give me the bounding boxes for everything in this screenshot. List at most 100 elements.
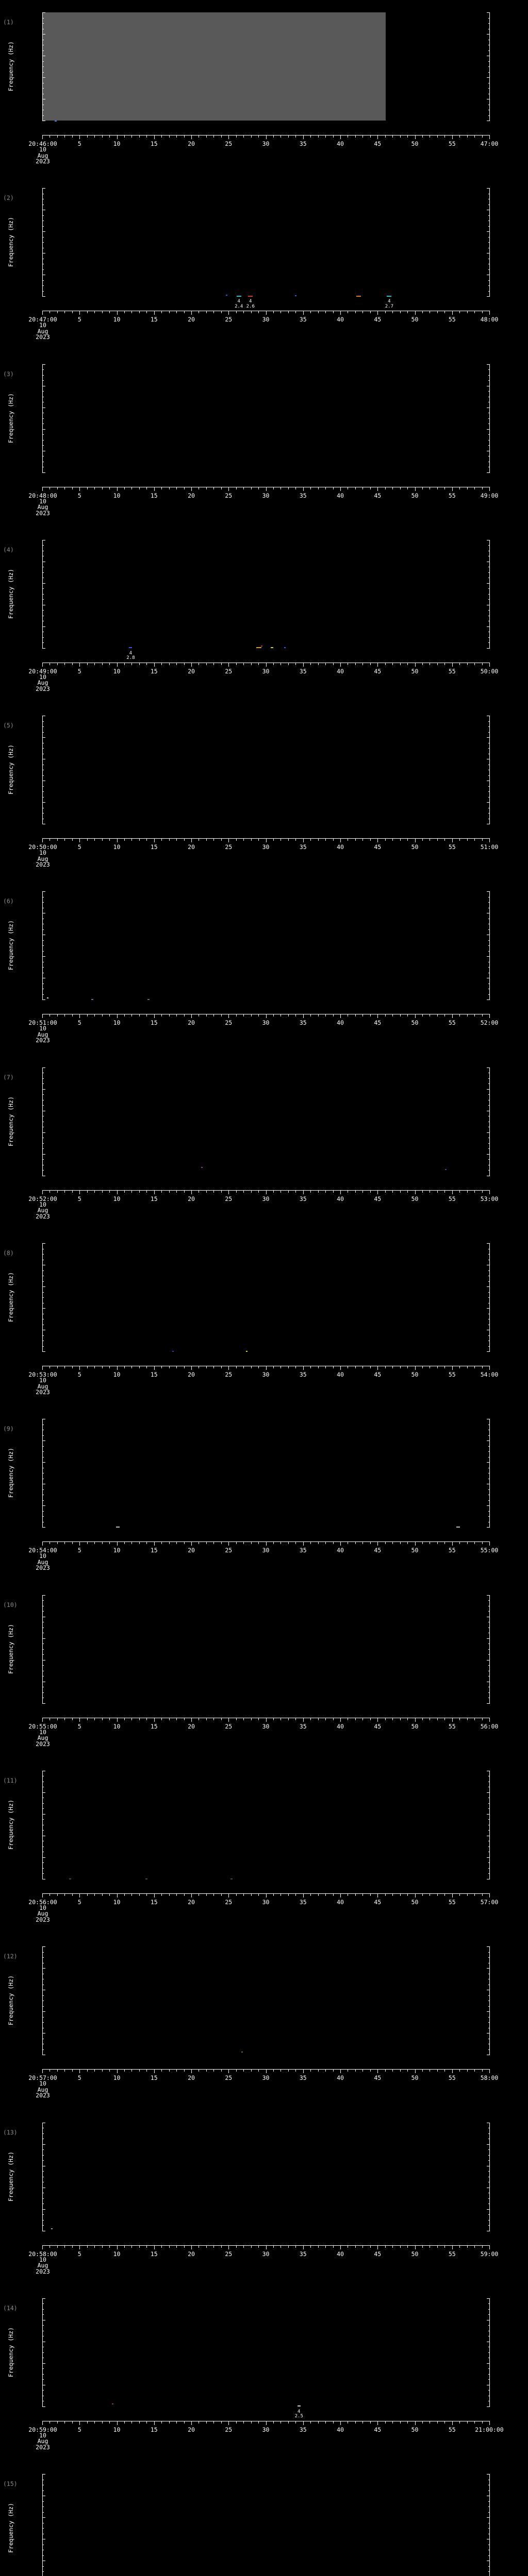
detection-marker (111, 2403, 113, 2404)
x-tick (139, 1717, 140, 1720)
y-tick (487, 1638, 490, 1639)
y-tick (42, 1857, 45, 1858)
x-tick (444, 838, 446, 841)
x-tick (72, 135, 73, 138)
x-tick (377, 1893, 378, 1897)
x-tick (236, 1717, 237, 1720)
x-tick (146, 1717, 147, 1720)
x-tick (131, 486, 133, 489)
x-tick (444, 1366, 446, 1369)
x-tick (310, 2245, 311, 2248)
y-tick-label: 0 (0, 2403, 36, 2410)
x-tick-label: 5 (77, 1371, 81, 1379)
x-tick (392, 1541, 393, 1545)
x-tick (385, 838, 386, 841)
x-tick (124, 1190, 125, 1193)
x-tick (325, 486, 326, 489)
x-tick (325, 1893, 326, 1896)
y-tick-label: 400 (0, 1305, 36, 1312)
x-tick (303, 1014, 304, 1019)
x-tick (422, 838, 423, 841)
x-tick (392, 486, 393, 489)
x-tick (482, 1190, 483, 1193)
y-tick (488, 23, 490, 24)
x-tick-label: 30 (262, 2426, 270, 2433)
x-tick (184, 1366, 185, 1369)
spectrogram-panel: (5)Frequency (Hz)02004006008001000510152… (0, 703, 528, 879)
x-tick (139, 486, 140, 489)
y-tick (488, 1873, 490, 1874)
x-tick (422, 311, 423, 314)
x-tick (117, 1893, 118, 1897)
x-axis (42, 2245, 490, 2249)
y-tick (488, 1862, 490, 1863)
y-tick (42, 2490, 44, 2491)
x-tick (64, 311, 65, 314)
x-tick-label: 50 (411, 2250, 419, 2258)
x-tick (258, 2069, 259, 2072)
x-tick (87, 1366, 88, 1369)
x-tick (474, 838, 475, 841)
detection-marker (260, 646, 262, 647)
x-tick (251, 1541, 252, 1545)
x-tick (161, 1014, 162, 1017)
x-tick (251, 1717, 252, 1720)
x-tick (437, 1893, 438, 1896)
x-axis-end-time: 54:00 (480, 1371, 499, 1379)
spectrogram-panel: (6)Frequency (Hz)02004006008001000510152… (0, 879, 528, 1055)
x-tick (131, 1893, 133, 1896)
y-tick-label: 800 (0, 734, 36, 741)
y-tick (488, 434, 490, 435)
x-tick (102, 1893, 103, 1896)
y-tick (488, 418, 490, 419)
x-tick-label: 55 (448, 2250, 456, 2258)
y-tick (488, 2171, 490, 2172)
x-tick (236, 2069, 237, 2072)
x-tick (124, 2420, 125, 2424)
x-tick (355, 2245, 356, 2248)
x-tick (221, 311, 222, 314)
y-tick (488, 2198, 490, 2199)
y-tick (42, 1078, 44, 1079)
panel-number: (11) (3, 1776, 18, 1784)
x-tick (117, 1366, 118, 1370)
x-tick (243, 2245, 244, 2248)
y-tick (488, 1819, 490, 1820)
y-tick (487, 12, 490, 13)
x-tick (258, 1541, 259, 1545)
x-tick (355, 838, 356, 841)
x-tick (288, 1541, 289, 1545)
x-tick (407, 662, 408, 665)
x-tick (452, 2245, 453, 2249)
y-tick (487, 626, 490, 627)
x-tick (131, 838, 133, 841)
x-tick (131, 2420, 133, 2424)
x-tick (79, 1366, 80, 1370)
x-tick (236, 2420, 237, 2424)
y-tick (487, 1792, 490, 1793)
detection-marker (91, 999, 94, 1001)
y-tick (488, 951, 490, 952)
x-tick-label: 20 (188, 843, 195, 851)
y-tick (488, 1611, 490, 1612)
x-axis-date-line: 10 (39, 1025, 46, 1032)
x-tick (228, 1893, 229, 1897)
x-tick-label: 45 (374, 1722, 382, 1730)
y-tick (488, 1643, 490, 1645)
y-tick (42, 1462, 45, 1463)
x-axis-date-line: 2023 (36, 1388, 50, 1396)
y-tick-label: 400 (0, 953, 36, 960)
y-tick (42, 1595, 45, 1596)
x-axis-date-line: Aug (37, 2262, 48, 2269)
y-tick (42, 1995, 44, 1996)
x-tick-label: 40 (337, 1019, 344, 1027)
x-tick (474, 486, 475, 489)
x-tick (102, 2069, 103, 2072)
x-tick (370, 135, 371, 138)
y-tick (487, 648, 490, 649)
x-tick-label: 55 (448, 1019, 456, 1027)
x-tick (489, 2245, 490, 2249)
x-tick (489, 311, 490, 315)
x-tick (392, 1893, 393, 1896)
x-tick (251, 1190, 252, 1193)
